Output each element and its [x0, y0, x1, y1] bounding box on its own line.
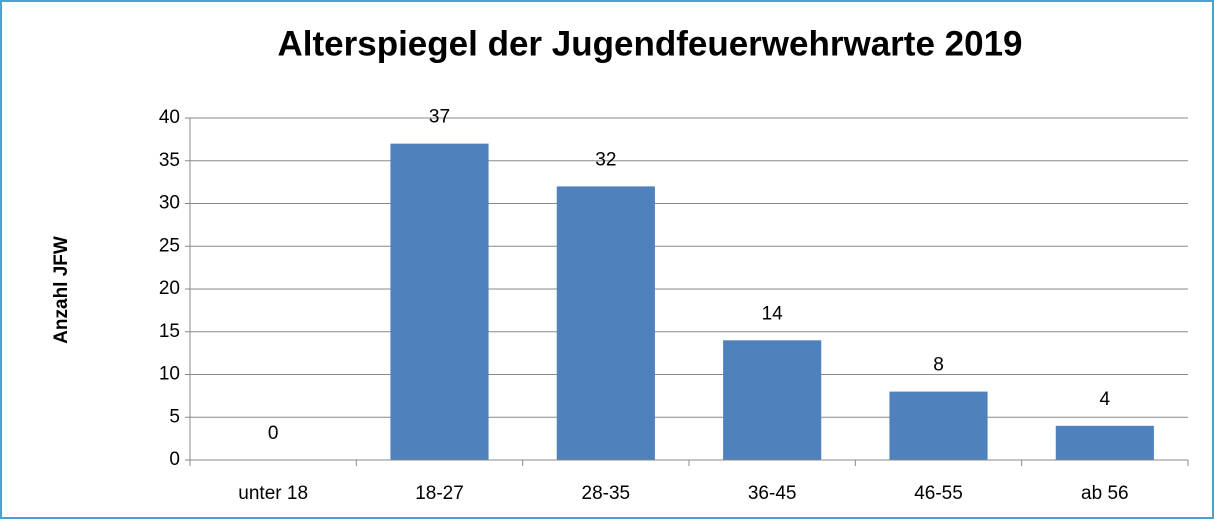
x-tick-label: ab 56 — [1081, 483, 1129, 504]
y-axis-label: Anzahl JFW — [51, 236, 72, 344]
y-tick-label: 40 — [159, 107, 180, 128]
bar — [723, 340, 822, 460]
x-tick-label: 36-45 — [748, 483, 797, 504]
bar — [556, 186, 655, 460]
bar — [889, 391, 988, 460]
data-label: 4 — [1100, 389, 1111, 410]
y-tick-label: 25 — [159, 235, 180, 256]
x-tick-label: 28-35 — [582, 483, 631, 504]
y-tick-label: 30 — [159, 193, 180, 214]
y-tick-label: 15 — [159, 321, 180, 342]
y-tick-label: 5 — [169, 406, 180, 427]
x-tick-label: 18-27 — [415, 483, 464, 504]
y-tick-label: 0 — [169, 449, 180, 470]
y-tick-label: 10 — [159, 364, 180, 385]
data-label: 8 — [933, 355, 944, 376]
x-tick-label: unter 18 — [238, 483, 308, 504]
bar — [1055, 425, 1154, 460]
chart-title: Alterspiegel der Jugendfeuerwehrwarte 20… — [278, 24, 1023, 63]
data-label: 37 — [429, 107, 450, 128]
data-label: 32 — [595, 149, 616, 170]
bar — [390, 143, 489, 460]
y-tick-label: 35 — [159, 150, 180, 171]
y-tick-label: 20 — [159, 278, 180, 299]
data-label: 14 — [762, 303, 784, 324]
data-label: 0 — [268, 423, 279, 444]
x-tick-label: 46-55 — [914, 483, 963, 504]
